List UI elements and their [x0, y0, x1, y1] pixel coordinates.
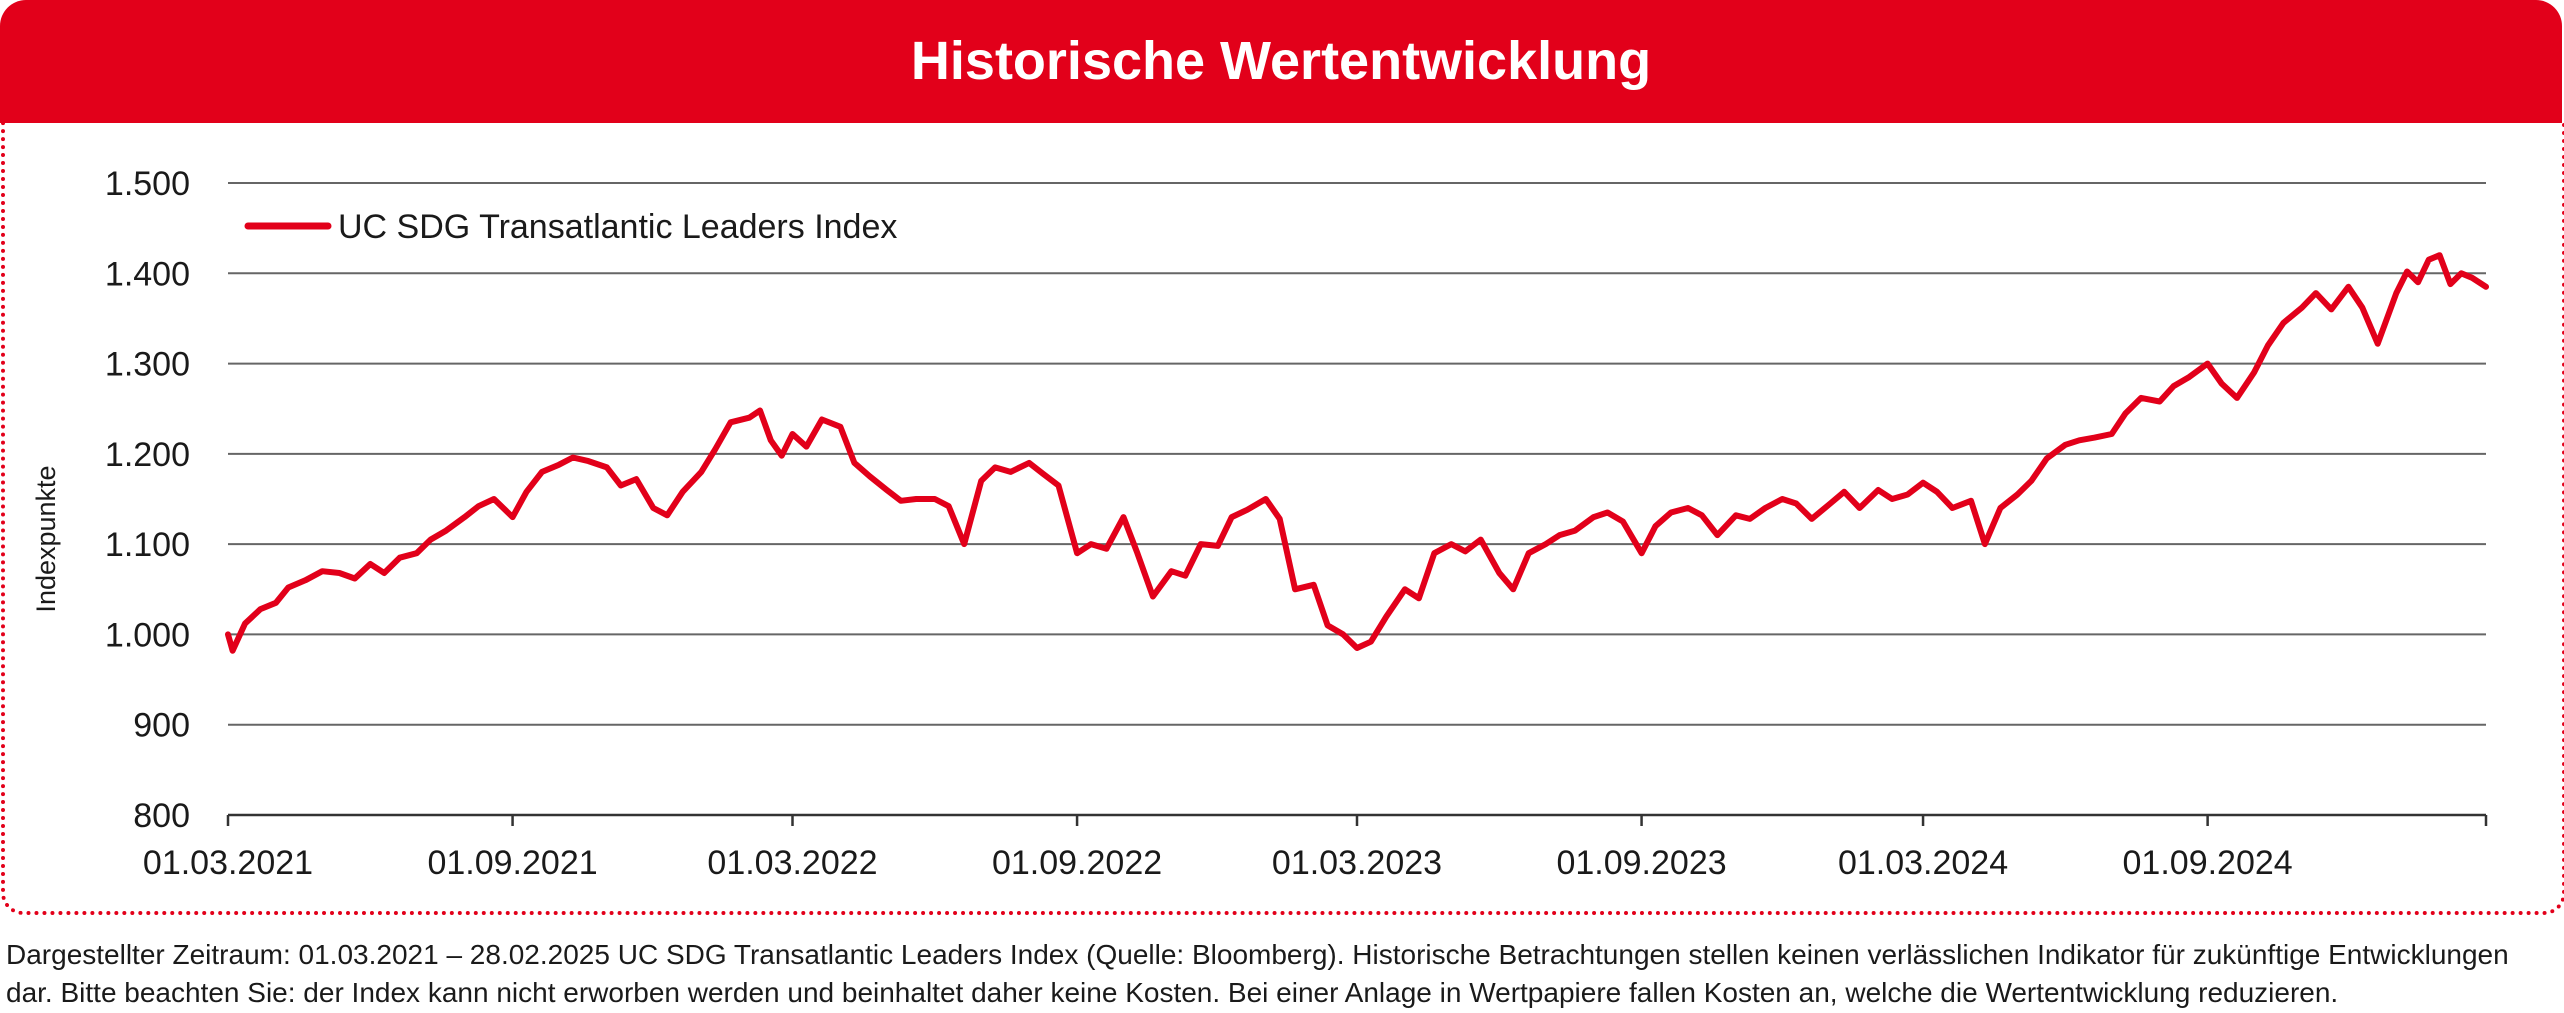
footnote-line-1: Dargestellter Zeitraum: 01.03.2021 – 28.… [6, 939, 2509, 970]
y-tick-label-800: 800 [133, 797, 190, 835]
footnote: Dargestellter Zeitraum: 01.03.2021 – 28.… [6, 936, 2556, 1012]
chart-header: Historische Wertentwicklung [0, 0, 2562, 123]
chart-panel: Historische Wertentwicklung [0, 0, 2564, 915]
x-tick-label-2021-03-01: 01.03.2021 [143, 844, 313, 882]
x-tick-label-2024-09-01: 01.09.2024 [2123, 844, 2293, 882]
line-chart: 800 900 1.000 1.100 1.200 1.300 1.400 1.500 01.0… [31, 165, 2489, 882]
legend-label-0: UC SDG Transatlantic Leaders Index [338, 208, 897, 246]
y-tick-label-1300: 1.300 [105, 346, 190, 384]
series-line-0 [225, 252, 2489, 654]
y-tick-label-1100: 1.100 [105, 526, 190, 564]
chart-dotted-border [1, 122, 2564, 915]
y-tick-label-1000: 1.000 [105, 616, 190, 654]
y-tick-label-900: 900 [133, 707, 190, 745]
y-tick-label-1500: 1.500 [105, 165, 190, 203]
x-tick-label-2023-03-01: 01.03.2023 [1272, 844, 1442, 882]
x-tick-label-2023-09-01: 01.09.2023 [1556, 844, 1726, 882]
x-tick-label-2024-03-01: 01.03.2024 [1838, 844, 2008, 882]
chart-title: Historische Wertentwicklung [910, 31, 1652, 91]
y-axis-title: Indexpunkte [31, 465, 61, 612]
footnote-line-2: dar. Bitte beachten Sie: der Index kann … [6, 977, 2339, 1008]
x-tick-label-2021-09-01: 01.09.2021 [427, 844, 597, 882]
y-tick-label-1400: 1.400 [105, 255, 190, 293]
x-tick-label-2022-03-01: 01.03.2022 [707, 844, 877, 882]
x-tick-label-2022-09-01: 01.09.2022 [992, 844, 1162, 882]
y-tick-label-1200: 1.200 [105, 436, 190, 474]
